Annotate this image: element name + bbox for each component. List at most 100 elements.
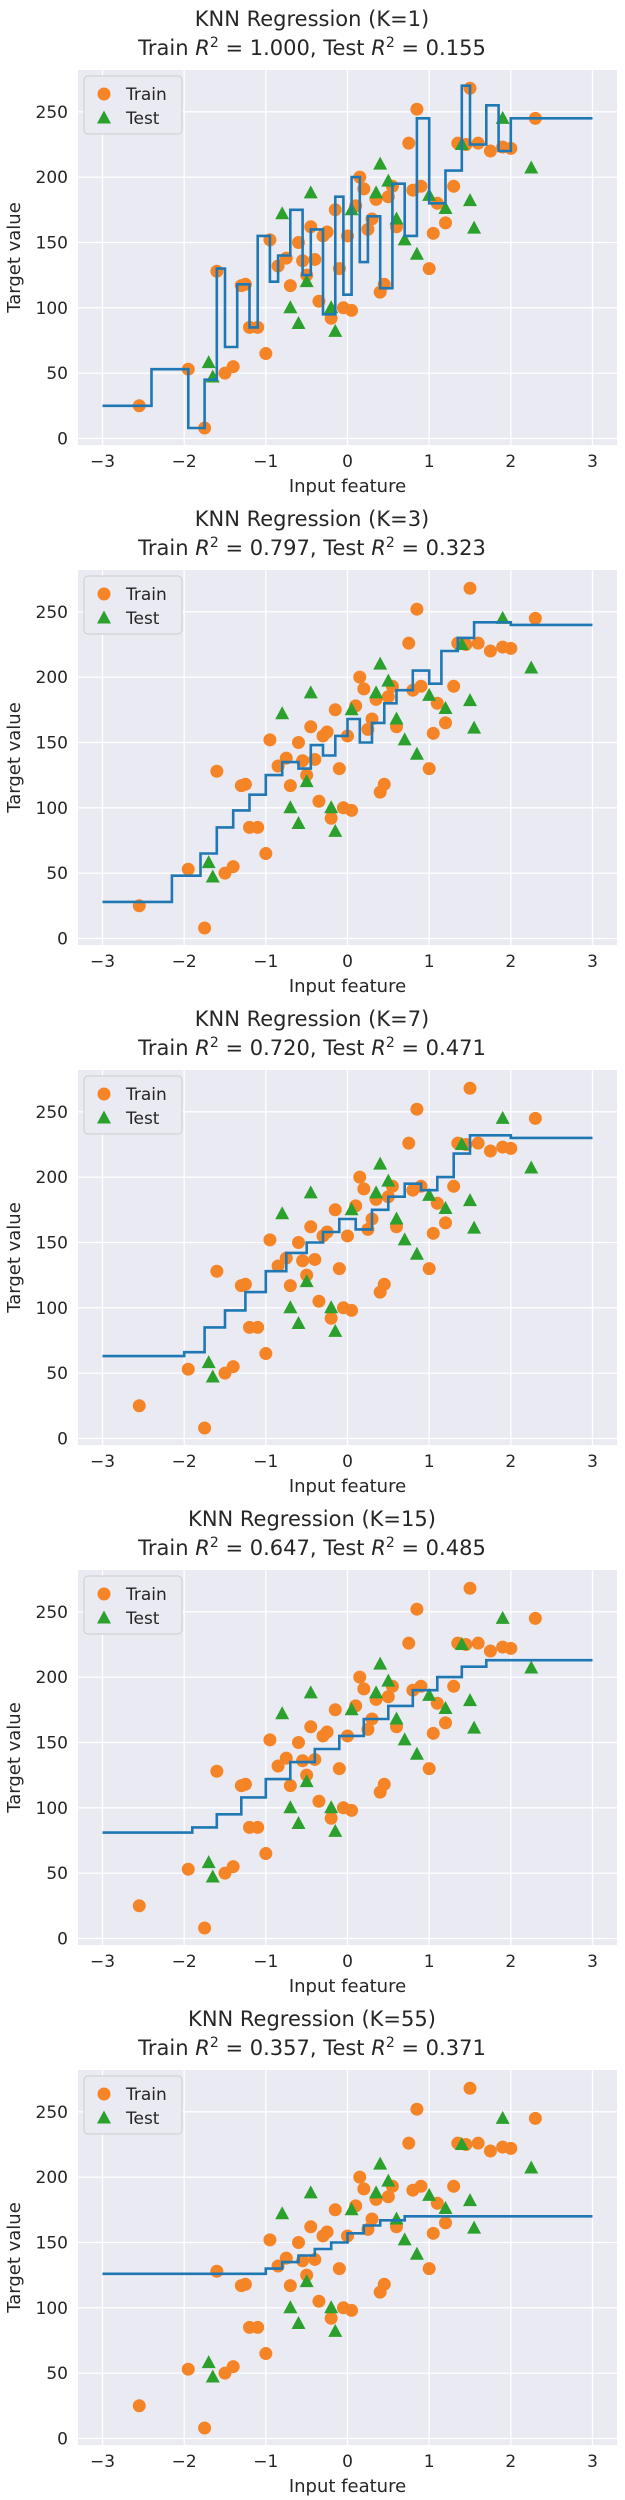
train-point (483, 144, 497, 158)
train-point (365, 2212, 379, 2226)
legend-train-label: Train (125, 2085, 167, 2105)
test-point (495, 1110, 510, 1124)
train-point (504, 2141, 518, 2155)
y-tick-label: 50 (46, 1864, 68, 1884)
test-point (299, 774, 314, 788)
y-tick-label: 0 (57, 1429, 68, 1449)
test-point (422, 2187, 437, 2201)
x-tick-label: 2 (505, 452, 516, 472)
train-point (198, 921, 212, 935)
test-point (275, 1206, 290, 1220)
y-tick-label: 50 (46, 2364, 68, 2384)
x-tick-label: 2 (505, 1452, 516, 1472)
train-point (226, 2360, 240, 2374)
train-point (381, 2190, 395, 2204)
chart-title: KNN Regression (K=1) (195, 7, 430, 31)
train-point (296, 1254, 310, 1268)
test-point (454, 2136, 469, 2150)
legend-train-marker (97, 87, 111, 101)
train-point (292, 1735, 305, 1749)
r2-symbol: R (371, 2036, 386, 2060)
train-point (251, 2320, 265, 2334)
x-tick-label: 3 (587, 452, 598, 472)
r2-symbol: R (195, 536, 210, 560)
test-prefix: Test (322, 36, 371, 60)
train-point (320, 2225, 334, 2239)
y-tick-label: 100 (36, 1799, 68, 1819)
train-point (414, 2179, 428, 2193)
legend-train-marker (97, 587, 111, 601)
test-point (201, 1355, 216, 1369)
train-point (271, 1259, 285, 1273)
chart-panel-2: KNN Regression (K=3)Train R2 = 0.797, Te… (4, 507, 617, 997)
x-axis-label: Input feature (289, 1476, 406, 1497)
legend-test-marker (97, 1610, 111, 1624)
train-point (345, 1303, 359, 1317)
test-point (524, 660, 539, 674)
train-point (238, 777, 252, 791)
legend: Train Test (83, 575, 183, 635)
legend-train-label: Train (125, 1085, 167, 1105)
train-point (353, 1670, 367, 1684)
train-point (251, 820, 265, 834)
train-point (312, 794, 326, 808)
y-tick-label: 250 (36, 2103, 68, 2123)
chart-title: KNN Regression (K=3) (195, 507, 430, 531)
test-point (303, 1685, 318, 1699)
legend-test-label: Test (125, 109, 160, 129)
y-tick-label: 100 (36, 299, 68, 319)
test-point (389, 711, 404, 725)
test-point (324, 2300, 339, 2314)
train-point (181, 2362, 195, 2376)
r2-symbol: R (371, 36, 386, 60)
train-point (402, 1636, 416, 1650)
train-point (483, 644, 497, 658)
test-point (299, 1774, 314, 1788)
y-tick-label: 0 (57, 929, 68, 949)
y-tick-label: 150 (36, 1733, 68, 1753)
test-point (328, 323, 343, 337)
test-point (524, 1160, 539, 1174)
test-point (303, 685, 318, 699)
y-tick-label: 0 (57, 429, 68, 449)
test-point (344, 2202, 359, 2216)
train-point (447, 179, 461, 193)
test-point (373, 156, 388, 170)
y-tick-label: 0 (57, 2429, 68, 2449)
chart-panel-3: KNN Regression (K=7)Train R2 = 0.720, Te… (4, 1007, 617, 1497)
legend-train-marker (97, 2087, 111, 2101)
test-point (291, 1815, 306, 1829)
x-tick-label: −1 (253, 1452, 278, 1472)
x-tick-label: −2 (172, 452, 197, 472)
test-point (463, 1193, 477, 1207)
train-point (263, 2233, 277, 2247)
x-tick-label: −2 (172, 1452, 197, 1472)
test-point (373, 1656, 388, 1670)
chart-title: KNN Regression (K=55) (188, 2007, 436, 2031)
test-point (397, 1732, 412, 1746)
train-point (426, 1226, 440, 1240)
train-point (414, 679, 428, 693)
test-point (454, 1636, 469, 1650)
x-tick-label: −3 (90, 1452, 115, 1472)
train-prefix: Train (137, 36, 195, 60)
test-r2: = 0.371 (395, 2036, 486, 2060)
test-point (205, 869, 220, 883)
test-prefix: Test (322, 2036, 371, 2060)
x-tick-label: 1 (424, 1952, 435, 1972)
x-tick-label: −2 (172, 2452, 197, 2472)
train-point (304, 720, 318, 734)
test-point (381, 673, 396, 687)
test-point (524, 2160, 539, 2174)
test-point (409, 2246, 424, 2260)
x-tick-label: −2 (172, 952, 197, 972)
train-point (292, 2235, 305, 2249)
test-point (369, 685, 384, 699)
test-point (422, 1187, 437, 1201)
train-point (504, 1641, 518, 1655)
test-point (205, 1369, 220, 1383)
test-point (438, 1201, 453, 1215)
test-point (524, 160, 539, 174)
chart-title: KNN Regression (K=7) (195, 1007, 430, 1031)
train-point (463, 1581, 477, 1595)
